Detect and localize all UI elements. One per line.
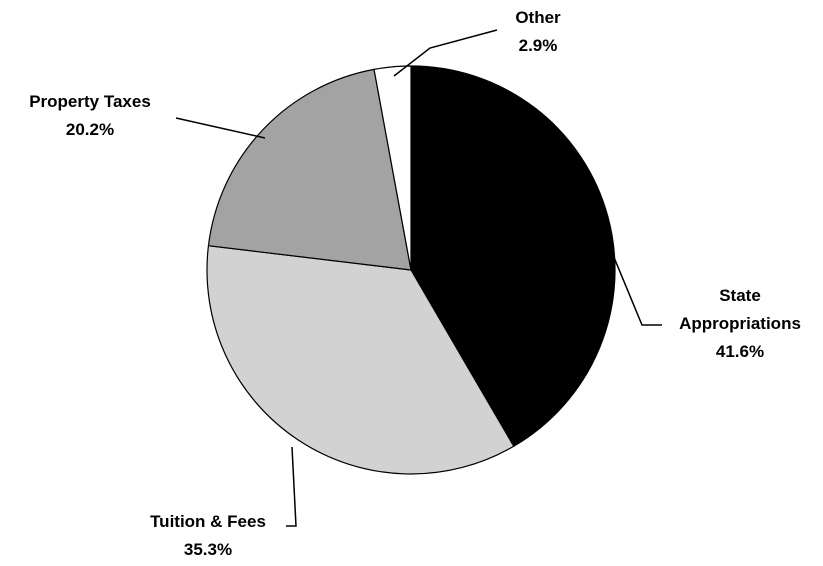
category-name: Tuition & Fees xyxy=(150,512,266,531)
slice-label: Tuition & Fees 35.3% xyxy=(133,508,283,564)
category-name: Property Taxes xyxy=(29,92,151,111)
pie-slice xyxy=(373,65,412,271)
leader-line xyxy=(286,446,297,527)
leader-line xyxy=(605,237,662,326)
slice-label: Other 2.9% xyxy=(488,4,588,60)
value-label: 20.2% xyxy=(65,120,115,139)
slice-label: Property Taxes 20.2% xyxy=(5,88,175,144)
pie-slice xyxy=(207,68,412,271)
value-label: 35.3% xyxy=(183,540,233,559)
value-label: 41.6% xyxy=(715,342,765,361)
leader-line xyxy=(393,29,498,77)
category-name: Other xyxy=(515,8,561,27)
category-name: State Appropriations xyxy=(679,286,801,333)
value-label: 2.9% xyxy=(518,36,558,55)
leader-line xyxy=(175,117,266,139)
pie-slice xyxy=(410,65,616,448)
pie-slice xyxy=(206,245,515,475)
slice-label: State Appropriations 41.6% xyxy=(665,282,815,366)
